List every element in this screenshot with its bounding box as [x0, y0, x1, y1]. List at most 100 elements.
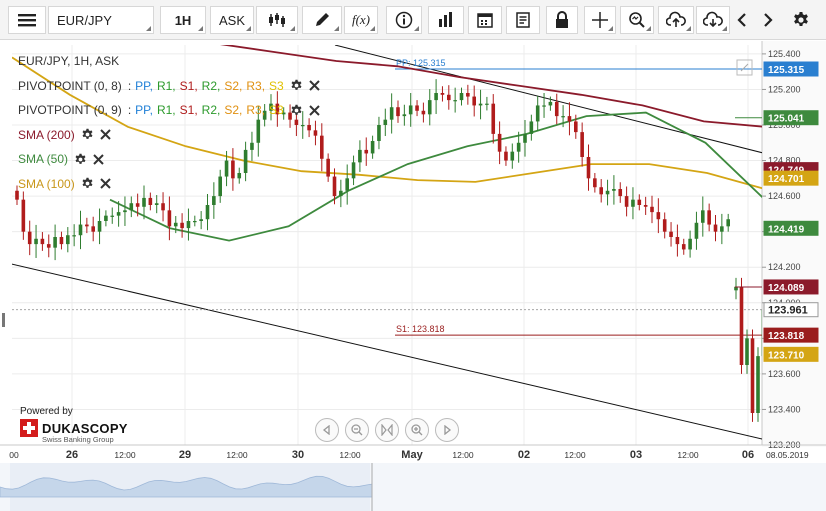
- close-icon[interactable]: [93, 154, 104, 165]
- close-icon[interactable]: [309, 80, 320, 91]
- candle-body: [650, 206, 654, 213]
- close-icon[interactable]: [99, 178, 111, 189]
- legend-pivot-item: S2,: [224, 103, 243, 118]
- price-tag: 124.701: [763, 170, 819, 186]
- candle-body: [491, 103, 496, 134]
- date-label: 08.05.2019: [766, 450, 809, 460]
- price-tag-box: [763, 302, 819, 318]
- candle-body: [713, 224, 718, 232]
- scroll-right-button[interactable]: [756, 6, 780, 34]
- candle-body: [396, 107, 400, 117]
- news-button[interactable]: [506, 6, 540, 34]
- legend-pivot2-name: PIVOTPOINT (0, 9): [18, 103, 122, 118]
- candle-body: [447, 94, 451, 101]
- candle-body: [256, 119, 261, 143]
- price-tag-label: 124.419: [768, 224, 805, 235]
- candle: [142, 185, 146, 220]
- close-icon[interactable]: [309, 105, 320, 116]
- candle: [485, 96, 489, 111]
- price-tag-box: [763, 346, 819, 362]
- lock-button[interactable]: [546, 6, 578, 34]
- candle: [580, 122, 584, 167]
- price-tag-label: 124.089: [768, 283, 805, 294]
- candle-body: [567, 116, 572, 122]
- legend-pivot-item: R1,: [156, 103, 176, 118]
- candle-body: [440, 93, 445, 95]
- candle-body: [275, 103, 280, 115]
- y-axis-panel: [762, 41, 826, 447]
- gear-icon[interactable]: [74, 153, 87, 166]
- price-tag: 123.818: [763, 327, 819, 343]
- symbol-select[interactable]: EUR/JPY: [48, 6, 154, 34]
- powered-by-logo[interactable]: Powered by DUKASCOPY Swiss Banking Group: [20, 406, 128, 444]
- candle-body: [129, 203, 134, 211]
- zoom-in-button[interactable]: [405, 418, 429, 442]
- settings-button[interactable]: [788, 6, 814, 34]
- legend-sma50-row: SMA (50): [18, 147, 320, 172]
- candle-body: [750, 338, 755, 413]
- candle-body: [542, 105, 546, 107]
- triangle-right-icon: [444, 425, 452, 435]
- x-tick-label: 02: [518, 449, 530, 461]
- candle-body: [605, 190, 610, 195]
- candle-body: [599, 187, 603, 195]
- candle-body: [370, 141, 375, 154]
- upload-button[interactable]: [658, 6, 694, 34]
- candle-body: [237, 173, 242, 179]
- gear-icon[interactable]: [290, 104, 303, 117]
- legend-sma200-label: SMA (200): [18, 127, 75, 142]
- x-tick-label: 12:00: [677, 450, 699, 460]
- candle-body: [21, 199, 26, 232]
- x-tick-label: 12:00: [564, 450, 586, 460]
- candle-body: [383, 119, 388, 125]
- close-icon[interactable]: [99, 129, 111, 140]
- drawing-tools-button[interactable]: [302, 6, 342, 34]
- candle-body: [300, 125, 305, 127]
- x-tick-label: 12:00: [114, 450, 136, 460]
- chart-type-button[interactable]: [256, 6, 298, 34]
- pan-right-button[interactable]: [435, 418, 459, 442]
- candle-body: [504, 151, 508, 161]
- candle-body: [472, 96, 476, 106]
- candle: [523, 120, 527, 157]
- candle: [612, 175, 616, 205]
- crosshair-button[interactable]: [584, 6, 616, 34]
- candle: [516, 131, 521, 163]
- swiss-cross-icon: [20, 419, 38, 437]
- candle: [478, 89, 483, 120]
- reset-zoom-button[interactable]: [375, 418, 399, 442]
- candle-body: [377, 125, 381, 141]
- zoom-out-button[interactable]: [345, 418, 369, 442]
- bar-chart-icon: [439, 12, 452, 27]
- pan-left-button[interactable]: [315, 418, 339, 442]
- chart-area[interactable]: 125.400125.200125.000124.800124.600124.4…: [0, 41, 826, 511]
- candle-body: [434, 93, 438, 101]
- scroll-left-button[interactable]: [730, 6, 754, 34]
- candle-body: [313, 130, 318, 136]
- indicators-button[interactable]: f(x): [344, 6, 378, 34]
- gear-icon[interactable]: [81, 177, 94, 190]
- candle-body: [720, 226, 724, 232]
- price-chart[interactable]: 125.400125.200125.000124.800124.600124.4…: [0, 41, 826, 511]
- candle: [332, 168, 337, 205]
- candle: [504, 146, 508, 166]
- gear-icon[interactable]: [81, 128, 94, 141]
- candle-body: [250, 142, 254, 150]
- zoom-button[interactable]: [620, 6, 654, 34]
- info-button[interactable]: [386, 6, 422, 34]
- candle-body: [72, 235, 76, 237]
- calendar-button[interactable]: [468, 6, 502, 34]
- candlestick-icon: [269, 13, 285, 27]
- candle-body: [523, 133, 527, 143]
- timeframe-select[interactable]: 1H: [160, 6, 206, 34]
- menu-button[interactable]: [8, 6, 46, 34]
- volume-button[interactable]: [428, 6, 464, 34]
- price-tag-label: 125.041: [768, 114, 805, 125]
- info-icon: [395, 11, 413, 29]
- gear-icon[interactable]: [290, 79, 303, 92]
- x-tick-label: 29: [179, 449, 191, 461]
- side-select[interactable]: ASK: [210, 6, 254, 34]
- download-button[interactable]: [696, 6, 730, 34]
- powered-by-text: Powered by: [20, 406, 73, 417]
- candle-body: [34, 238, 38, 245]
